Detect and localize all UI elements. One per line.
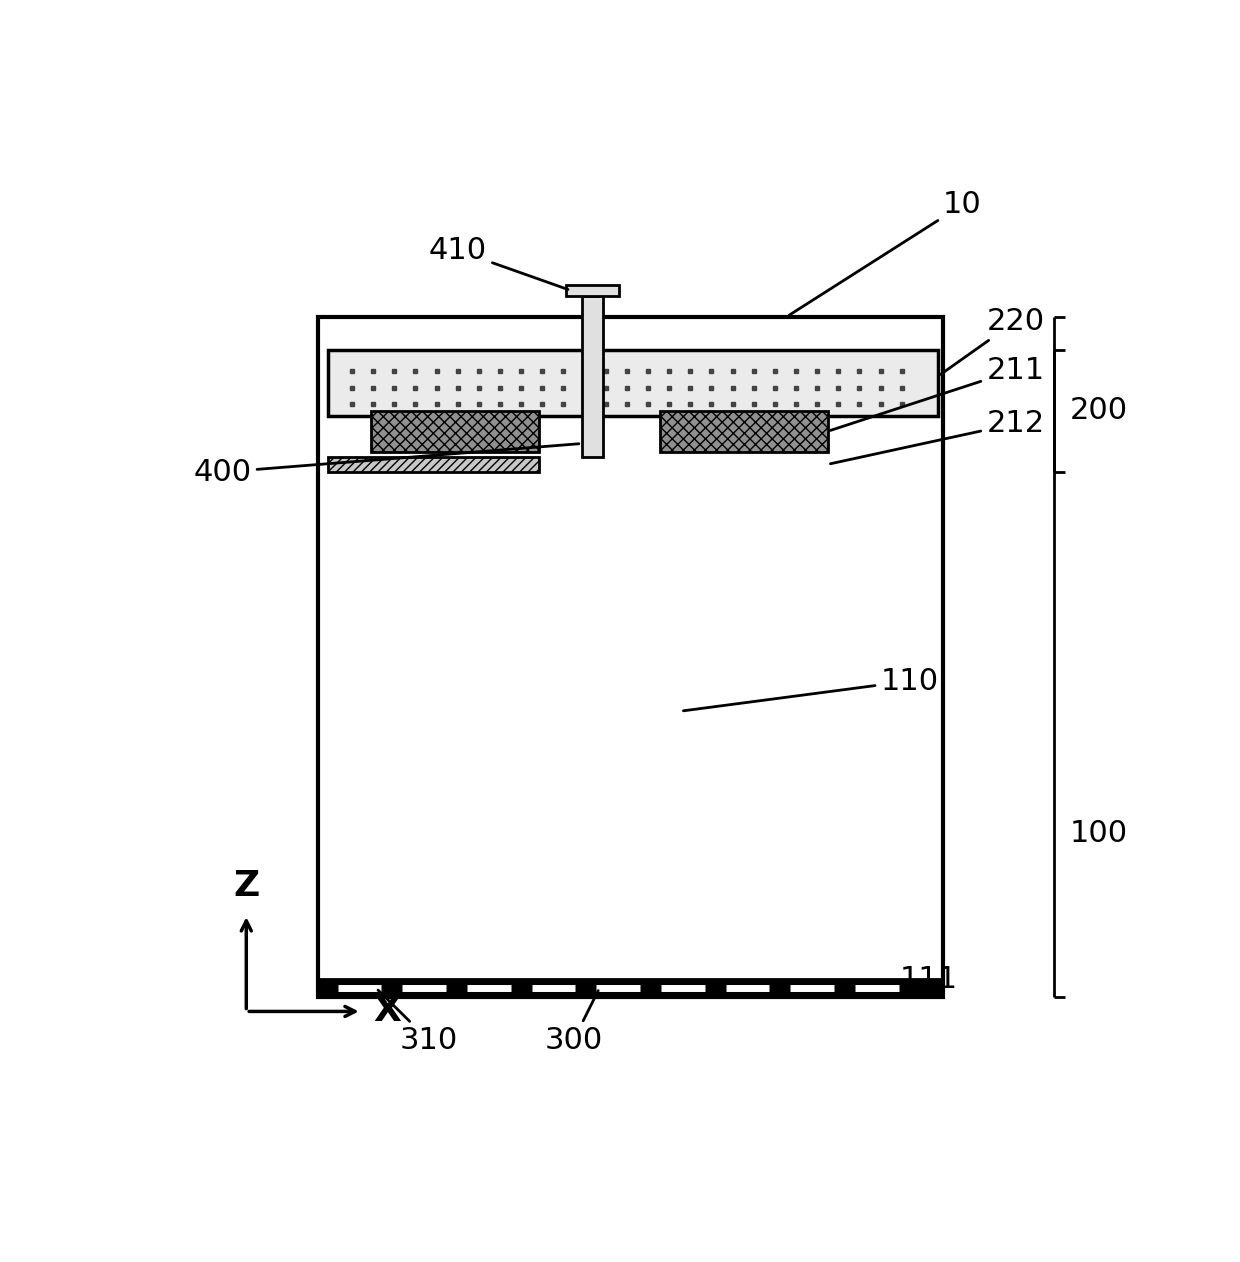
Text: 110: 110 xyxy=(683,666,939,711)
Bar xyxy=(319,317,942,997)
Bar xyxy=(327,457,539,472)
Text: 300: 300 xyxy=(544,991,603,1055)
Text: 400: 400 xyxy=(193,444,579,487)
Text: 410: 410 xyxy=(429,236,568,289)
Text: 220: 220 xyxy=(940,307,1044,375)
Bar xyxy=(327,350,939,415)
Bar xyxy=(565,284,619,297)
Text: 200: 200 xyxy=(1070,396,1128,425)
Text: 111: 111 xyxy=(900,965,957,994)
Text: 310: 310 xyxy=(378,991,459,1055)
Text: 100: 100 xyxy=(1070,819,1128,848)
Text: 212: 212 xyxy=(831,409,1044,463)
Bar xyxy=(371,411,539,452)
Bar xyxy=(582,297,603,457)
Text: 10: 10 xyxy=(789,191,982,316)
Bar xyxy=(660,411,828,452)
Text: 211: 211 xyxy=(831,356,1044,430)
Text: Z: Z xyxy=(233,868,259,902)
Text: X: X xyxy=(373,994,401,1029)
Bar xyxy=(319,979,942,997)
